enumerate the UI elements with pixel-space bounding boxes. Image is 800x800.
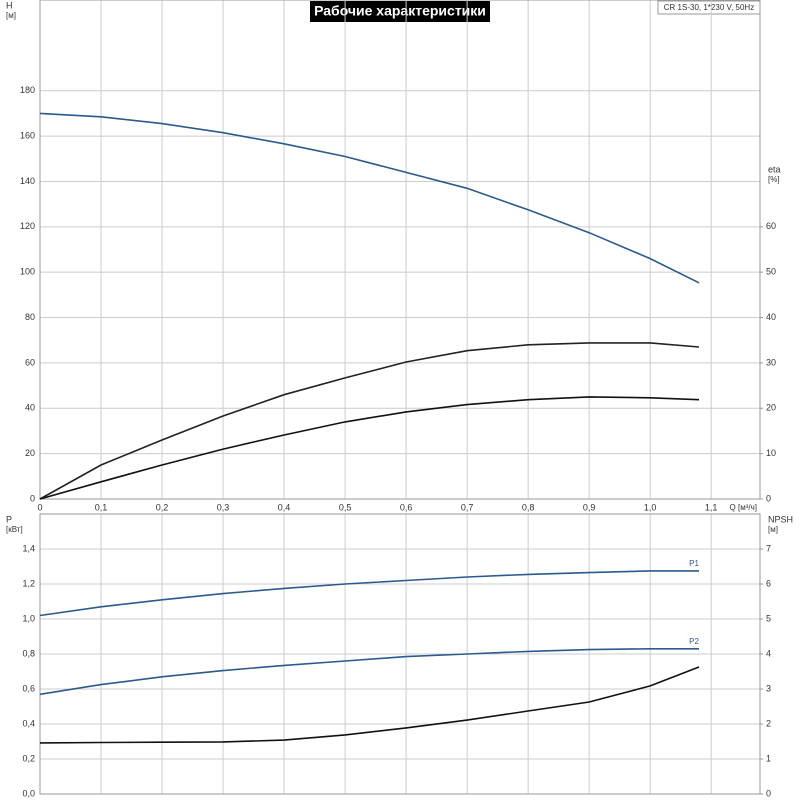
series-line bbox=[39, 342, 700, 500]
x-tick-label: 0,3 bbox=[217, 502, 230, 512]
y-axis-unit: [кВт] bbox=[6, 525, 23, 534]
y2-tick-label: 0 bbox=[766, 493, 771, 503]
x-tick-label: 0,5 bbox=[339, 502, 352, 512]
y2-tick-label: 3 bbox=[766, 683, 771, 693]
y-tick-label: 100 bbox=[20, 267, 35, 277]
y-tick-label: 0 bbox=[30, 493, 35, 503]
y-tick-label: 160 bbox=[20, 130, 35, 140]
y2-tick-label: 5 bbox=[766, 613, 771, 623]
y2-axis-unit: [м] bbox=[768, 525, 778, 534]
y2-tick-label: 4 bbox=[766, 648, 771, 658]
y-tick-label: 1,2 bbox=[22, 578, 35, 588]
y-tick-label: 0,4 bbox=[22, 718, 35, 728]
y-tick-label: 0,8 bbox=[22, 648, 35, 658]
y2-tick-label: 1 bbox=[766, 753, 771, 763]
y2-tick-label: 20 bbox=[766, 403, 776, 413]
x-tick-label: 0,2 bbox=[156, 502, 169, 512]
y-axis-unit: [м] bbox=[6, 11, 16, 20]
y-tick-label: 40 bbox=[25, 403, 35, 413]
y-tick-label: 80 bbox=[25, 312, 35, 322]
x-tick-label: 0,8 bbox=[522, 502, 535, 512]
charts: 0 0,1 0,2 0,3 0,4 0,5 0,6 0,7 0,8 0,9 1,0 1,1020406… bbox=[6, 0, 793, 798]
y2-tick-label: 50 bbox=[766, 267, 776, 277]
y-tick-label: 120 bbox=[20, 221, 35, 231]
y2-tick-label: 2 bbox=[766, 718, 771, 728]
series-line bbox=[39, 570, 699, 617]
y-tick-label: 20 bbox=[25, 448, 35, 458]
y-tick-label: 180 bbox=[20, 85, 35, 95]
x-tick-label: 0,9 bbox=[583, 502, 596, 512]
title: Рабочие характеристики bbox=[314, 3, 486, 19]
y-tick-label: 0,2 bbox=[22, 753, 35, 763]
series-line bbox=[39, 396, 700, 500]
y2-tick-label: 60 bbox=[766, 221, 776, 231]
y2-tick-label: 40 bbox=[766, 312, 776, 322]
title-box bbox=[310, 1, 490, 22]
y-axis-label: P bbox=[6, 514, 12, 524]
series-line bbox=[39, 112, 700, 284]
y2-axis-unit: [%] bbox=[768, 175, 780, 184]
y-axis-label: H bbox=[6, 0, 13, 10]
y-tick-label: 1,0 bbox=[22, 613, 35, 623]
y-tick-label: 60 bbox=[25, 357, 35, 367]
y-tick-label: 1,4 bbox=[22, 543, 35, 553]
x-tick-label: 0,4 bbox=[278, 502, 291, 512]
y2-tick-label: 10 bbox=[766, 448, 776, 458]
y-tick-label: 0,6 bbox=[22, 683, 35, 693]
x-tick-label: 1,0 bbox=[644, 502, 657, 512]
series-label: P2 bbox=[689, 637, 699, 646]
y2-tick-label: 30 bbox=[766, 357, 776, 367]
y2-axis-label: NPSH bbox=[768, 514, 793, 524]
y2-tick-label: 7 bbox=[766, 543, 771, 553]
x-tick-label: 1,1 bbox=[705, 502, 718, 512]
plot-frame bbox=[39, 0, 761, 500]
series-line bbox=[39, 666, 700, 744]
x-tick-label: 0,6 bbox=[400, 502, 413, 512]
x-tick-label: 0 bbox=[37, 502, 42, 512]
model: CR 1S-30, 1*230 V, 50Hz bbox=[664, 3, 754, 12]
series-label: P1 bbox=[689, 559, 699, 568]
y-tick-label: 140 bbox=[20, 176, 35, 186]
x-tick-label: 0,1 bbox=[95, 502, 108, 512]
series-line bbox=[39, 648, 699, 696]
x-tick-label: 0,7 bbox=[461, 502, 474, 512]
plot-frame bbox=[39, 513, 761, 795]
y2-tick-label: 0 bbox=[766, 788, 771, 798]
y-tick-label: 0,0 bbox=[22, 788, 35, 798]
y2-tick-label: 6 bbox=[766, 578, 771, 588]
y2-axis-label: eta bbox=[768, 164, 781, 174]
x-axis-label: Q [м³/ч] bbox=[730, 503, 757, 512]
